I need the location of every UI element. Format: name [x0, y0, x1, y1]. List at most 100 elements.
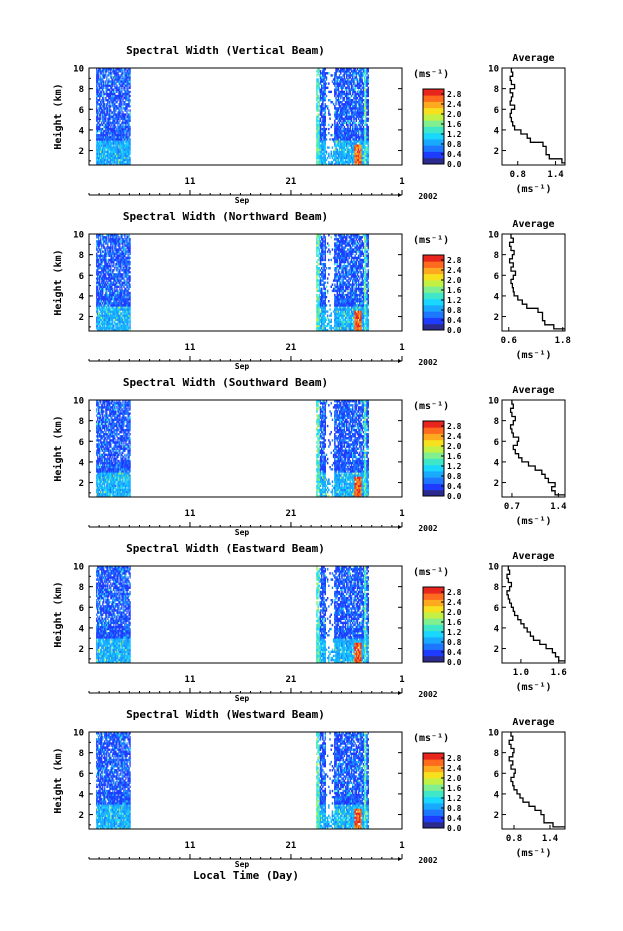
y-axis-label: Height (km)	[52, 581, 64, 647]
avg-y-tick-label: 6	[494, 438, 499, 448]
colorbar-tick-label: 2.0	[447, 442, 462, 451]
y-tick-label: 10	[73, 563, 84, 573]
colorbar-tick-label: 0.4	[447, 648, 462, 657]
colorbar-unit: (ms⁻¹)	[413, 69, 449, 80]
average-title: Average	[512, 551, 554, 562]
date-tick-label: 1	[399, 177, 404, 187]
y-tick-label: 10	[73, 65, 84, 75]
colorbar: (ms⁻¹)0.00.40.81.21.62.02.42.8	[413, 235, 462, 335]
colorbar-swatch	[423, 452, 444, 459]
y-tick-label: 6	[79, 438, 84, 448]
heatmap-cells	[96, 566, 369, 663]
colorbar-swatch	[423, 471, 444, 478]
colorbar-swatch	[423, 324, 444, 331]
y-tick-label: 2	[79, 147, 84, 157]
avg-y-tick-label: 4	[494, 126, 500, 136]
avg-y-tick-label: 10	[488, 563, 499, 573]
year-label: 2002	[418, 524, 437, 533]
average-title: Average	[512, 53, 554, 64]
panel-title: Spectral Width (Southward Beam)	[123, 376, 328, 389]
colorbar-tick-label: 1.6	[447, 618, 462, 627]
colorbar-swatch	[423, 318, 444, 325]
colorbar-tick-label: 1.6	[447, 286, 462, 295]
colorbar-swatch	[423, 152, 444, 159]
colorbar-tick-label: 2.0	[447, 608, 462, 617]
avg-x-label: (ms⁻¹)	[515, 516, 551, 527]
y-tick-label: 2	[79, 811, 84, 821]
colorbar-swatch	[423, 766, 444, 773]
average-title: Average	[512, 219, 554, 230]
colorbar-swatch	[423, 797, 444, 804]
heatmap-cells	[96, 234, 369, 331]
avg-x-tick-label: 0.8	[506, 834, 522, 844]
month-label: Sep	[235, 362, 250, 371]
colorbar-swatch	[423, 261, 444, 268]
colorbar-tick-label: 0.0	[447, 824, 462, 833]
year-label: 2002	[418, 358, 437, 367]
avg-y-tick-label: 4	[494, 624, 500, 634]
y-axis-label: Height (km)	[52, 747, 64, 813]
colorbar-tick-label: 2.0	[447, 110, 462, 119]
panel-title: Spectral Width (Westward Beam)	[126, 708, 325, 721]
colorbar-tick-label: 0.8	[447, 306, 462, 315]
colorbar-tick-label: 0.4	[447, 316, 462, 325]
y-tick-label: 6	[79, 106, 84, 116]
colorbar-swatch	[423, 650, 444, 657]
colorbar-swatch	[423, 440, 444, 447]
avg-y-tick-label: 8	[494, 85, 499, 95]
colorbar-swatch	[423, 158, 444, 165]
avg-x-tick-label: 1.0	[513, 668, 529, 678]
colorbar-swatch	[423, 280, 444, 287]
y-tick-label: 8	[79, 749, 84, 759]
date-tick-label: 21	[286, 841, 297, 851]
colorbar-swatch	[423, 803, 444, 810]
avg-y-tick-label: 6	[494, 106, 499, 116]
date-tick-label: 21	[286, 509, 297, 519]
date-tick-label: 21	[286, 177, 297, 187]
avg-y-tick-label: 8	[494, 749, 499, 759]
y-tick-label: 2	[79, 479, 84, 489]
avg-y-tick-label: 2	[494, 479, 499, 489]
y-tick-label: 10	[73, 397, 84, 407]
date-tick-label: 21	[286, 675, 297, 685]
colorbar-swatch	[423, 637, 444, 644]
heatmap-cells	[96, 400, 369, 497]
date-tick-label: 1	[399, 343, 404, 353]
colorbar-swatch	[423, 299, 444, 306]
colorbar-swatch	[423, 421, 444, 428]
colorbar-tick-label: 0.4	[447, 814, 462, 823]
colorbar-tick-label: 2.4	[447, 432, 462, 441]
month-label: Sep	[235, 860, 250, 869]
date-tick-label: 11	[185, 343, 196, 353]
colorbar-swatch	[423, 816, 444, 823]
avg-x-tick-label: 1.6	[551, 668, 567, 678]
colorbar-swatch	[423, 286, 444, 293]
avg-x-tick-label: 0.8	[510, 170, 526, 180]
y-tick-label: 6	[79, 770, 84, 780]
colorbar-tick-label: 2.4	[447, 100, 462, 109]
colorbar: (ms⁻¹)0.00.40.81.21.62.02.42.8	[413, 69, 462, 169]
colorbar-tick-label: 0.8	[447, 472, 462, 481]
colorbar: (ms⁻¹)0.00.40.81.21.62.02.42.8	[413, 401, 462, 501]
date-axis-arrow	[398, 525, 402, 529]
month-label: Sep	[235, 196, 250, 205]
colorbar-tick-label: 2.4	[447, 266, 462, 275]
colorbar-tick-label: 0.0	[447, 160, 462, 169]
average-profile-line	[510, 68, 565, 163]
average-title: Average	[512, 717, 554, 728]
colorbar-swatch	[423, 656, 444, 663]
panel-title: Spectral Width (Eastward Beam)	[126, 542, 325, 555]
colorbar-swatch	[423, 809, 444, 816]
y-tick-label: 6	[79, 604, 84, 614]
colorbar-swatch	[423, 114, 444, 121]
colorbar-swatch	[423, 108, 444, 115]
colorbar-tick-label: 1.6	[447, 120, 462, 129]
colorbar-unit: (ms⁻¹)	[413, 567, 449, 578]
y-tick-label: 8	[79, 583, 84, 593]
average-profile-line	[510, 234, 565, 329]
colorbar-tick-label: 0.8	[447, 804, 462, 813]
colorbar-swatch	[423, 612, 444, 619]
date-tick-label: 21	[286, 343, 297, 353]
